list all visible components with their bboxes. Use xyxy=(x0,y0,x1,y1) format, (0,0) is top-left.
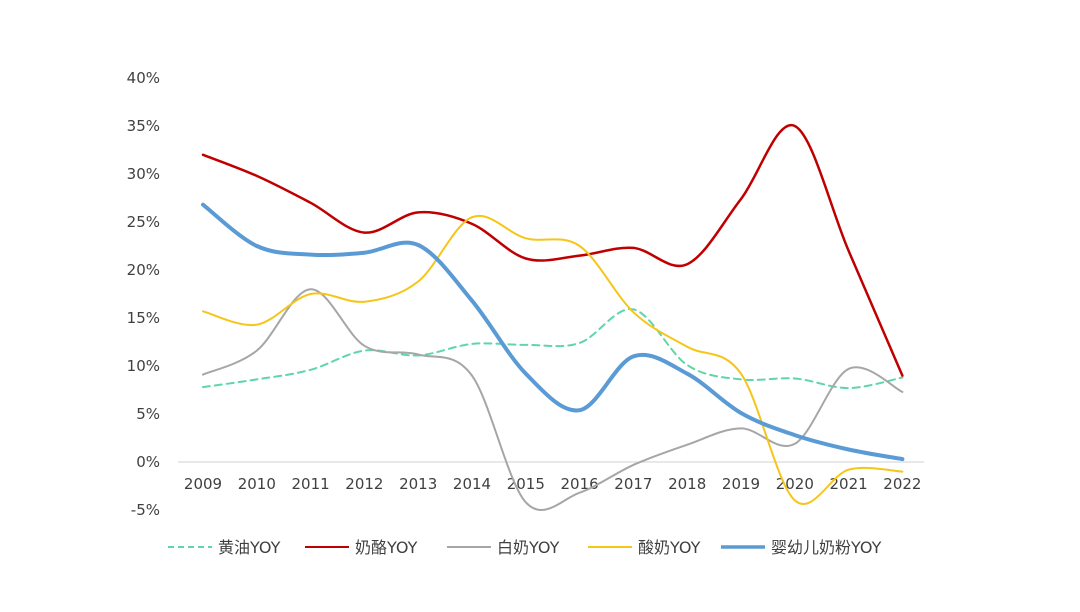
legend-label-butter: 黄油YOY xyxy=(218,538,281,557)
x-tick-label: 2021 xyxy=(830,475,868,493)
series-line-white-milk xyxy=(202,288,904,511)
y-tick-label: 25% xyxy=(127,213,160,231)
y-tick-label: -5% xyxy=(131,501,160,519)
series-line-yogurt xyxy=(202,214,904,505)
y-tick-label: 35% xyxy=(127,117,160,135)
x-tick-label: 2018 xyxy=(668,475,706,493)
legend: 黄油YOY 奶酪YOY 白奶YOY 酸奶YOY 婴幼儿奶粉YOY xyxy=(168,538,882,557)
x-tick-label: 2010 xyxy=(238,475,276,493)
x-tick-label: 2022 xyxy=(883,475,921,493)
x-tick-label: 2009 xyxy=(184,475,222,493)
series-line-cheese xyxy=(201,124,904,377)
x-tick-label: 2012 xyxy=(345,475,383,493)
legend-label-yogurt: 酸奶YOY xyxy=(638,538,701,557)
y-tick-label: 15% xyxy=(127,309,160,327)
x-tick-label: 2019 xyxy=(722,475,760,493)
series-line-infant-formula xyxy=(201,202,905,462)
x-tick-label: 2020 xyxy=(776,475,814,493)
series-lines xyxy=(201,124,905,511)
y-tick-label: 20% xyxy=(127,261,160,279)
x-tick-label: 2011 xyxy=(292,475,330,493)
series-line-butter xyxy=(202,308,904,390)
x-tick-label: 2014 xyxy=(453,475,491,493)
y-axis-tick-labels: -5% 0% 5% 10% 15% 20% 25% 30% 35% 40% xyxy=(127,69,160,519)
y-tick-label: 5% xyxy=(136,405,160,423)
x-axis-tick-labels: 2009 2010 2011 2012 2013 2014 2015 2016 2017 2018… xyxy=(184,475,922,493)
y-tick-label: 40% xyxy=(127,69,160,87)
legend-label-cheese: 奶酪YOY xyxy=(355,538,418,557)
legend-label-infant-formula: 婴幼儿奶粉YOY xyxy=(771,538,882,557)
y-tick-label: 0% xyxy=(136,453,160,471)
x-tick-label: 2013 xyxy=(399,475,437,493)
y-tick-label: 30% xyxy=(127,165,160,183)
x-tick-label: 2017 xyxy=(614,475,652,493)
x-tick-label: 2016 xyxy=(561,475,599,493)
legend-label-white-milk: 白奶YOY xyxy=(497,538,560,557)
y-tick-label: 10% xyxy=(127,357,160,375)
